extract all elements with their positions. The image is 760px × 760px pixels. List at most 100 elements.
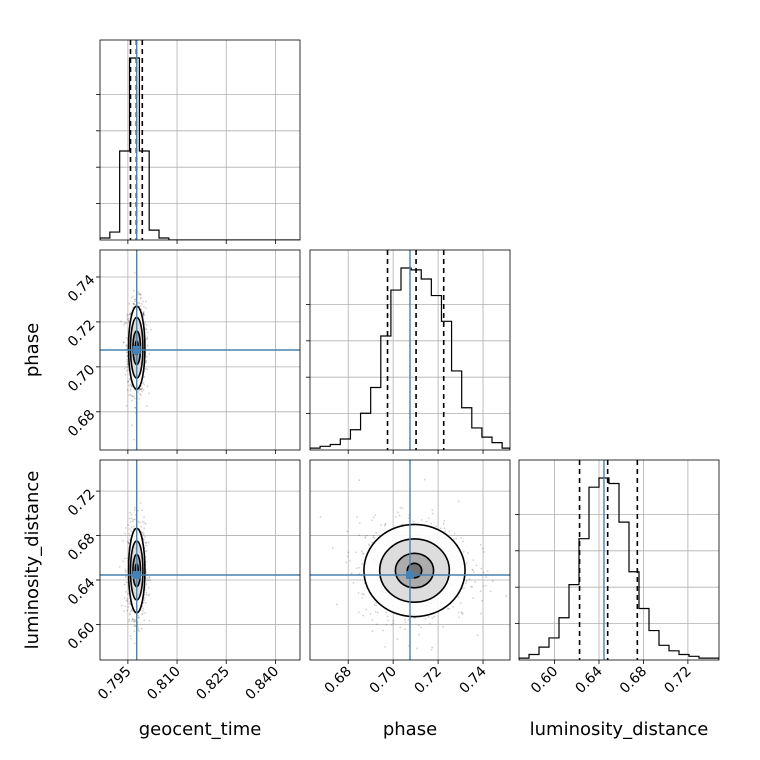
sample-point xyxy=(148,353,151,355)
sample-point xyxy=(396,638,399,641)
sample-point xyxy=(123,583,126,586)
sample-point xyxy=(139,293,142,296)
sample-point xyxy=(431,509,434,511)
sample-point xyxy=(144,535,146,538)
sample-point xyxy=(142,314,145,317)
sample-point xyxy=(472,597,475,599)
sample-point xyxy=(448,607,451,610)
sample-point xyxy=(132,618,135,621)
panel-geocent_time-geocent_time xyxy=(96,39,301,244)
sample-point xyxy=(465,582,468,584)
x-tick-label: 0.64 xyxy=(572,663,605,696)
x-tick-label: 0.72 xyxy=(661,664,694,697)
sample-point xyxy=(134,625,137,628)
x-tick-label: 0.60 xyxy=(528,664,561,697)
sample-point xyxy=(127,381,130,383)
sample-point xyxy=(125,404,128,407)
sample-point xyxy=(130,530,133,533)
sample-point xyxy=(145,328,148,330)
sample-point xyxy=(124,532,126,535)
sample-point xyxy=(133,642,136,645)
sample-point xyxy=(412,520,415,523)
sample-point xyxy=(137,614,140,617)
sample-point xyxy=(125,351,128,354)
sample-point xyxy=(145,591,148,594)
sample-point xyxy=(143,314,145,316)
sample-point xyxy=(144,541,147,544)
sample-point xyxy=(331,547,334,549)
sample-point xyxy=(352,581,355,584)
sample-point xyxy=(476,634,479,637)
sample-point xyxy=(142,300,144,303)
sample-point xyxy=(355,516,358,518)
sample-point xyxy=(130,637,132,640)
sample-point xyxy=(133,438,136,441)
sample-point xyxy=(146,338,149,340)
sample-point xyxy=(133,508,136,511)
sample-point xyxy=(128,602,131,605)
x-tick-label: 0.810 xyxy=(144,664,184,704)
sample-point xyxy=(145,541,148,544)
sample-point xyxy=(459,602,462,604)
sample-point xyxy=(139,305,142,307)
sample-point xyxy=(139,388,141,391)
sample-point xyxy=(150,328,152,331)
sample-point xyxy=(413,617,416,619)
sample-point xyxy=(146,368,148,371)
sample-point xyxy=(144,300,147,303)
sample-point xyxy=(140,613,143,616)
x-tick-label: 0.825 xyxy=(193,664,233,704)
sample-point xyxy=(452,538,455,541)
sample-point xyxy=(126,600,129,603)
sample-point xyxy=(128,302,131,305)
sample-point xyxy=(147,579,150,582)
sample-point xyxy=(375,531,378,534)
sample-point xyxy=(470,585,473,588)
sample-point xyxy=(480,612,482,615)
density-geocent_time-phase xyxy=(120,271,152,441)
x-tick-label: 0.72 xyxy=(412,664,445,697)
sample-point xyxy=(134,407,136,409)
sample-point xyxy=(384,523,387,526)
sample-point xyxy=(140,303,143,305)
sample-point xyxy=(142,382,145,384)
sample-point xyxy=(140,296,142,299)
sample-point xyxy=(148,586,150,589)
sample-point xyxy=(131,395,134,397)
sample-point xyxy=(467,552,469,554)
sample-point xyxy=(482,547,484,550)
panel-geocent_time-phase: 0.68 0.70 0.72 0.74 xyxy=(65,249,301,454)
sample-point xyxy=(461,612,464,615)
sample-point xyxy=(407,619,410,622)
sample-point xyxy=(142,531,145,534)
x-tick-label: 0.70 xyxy=(367,664,400,697)
sample-point xyxy=(124,557,126,560)
sample-point xyxy=(483,551,485,553)
sample-point xyxy=(142,601,145,604)
sample-point xyxy=(146,577,149,580)
sample-point xyxy=(380,524,382,526)
density-phase-luminosity_distance xyxy=(319,478,508,651)
sample-point xyxy=(129,612,131,615)
sample-point xyxy=(355,567,358,570)
sample-point xyxy=(463,587,465,590)
sample-point xyxy=(137,509,139,512)
sample-point xyxy=(134,406,137,409)
sample-point xyxy=(362,614,365,617)
sample-point xyxy=(145,328,148,331)
sample-point xyxy=(125,369,128,372)
sample-point xyxy=(126,389,129,391)
sample-point xyxy=(142,533,145,536)
sample-point xyxy=(144,601,147,604)
sample-point xyxy=(364,536,367,538)
sample-point xyxy=(431,646,434,649)
sample-point xyxy=(125,570,128,572)
sample-point xyxy=(124,590,127,593)
sample-point xyxy=(485,584,487,587)
sample-point xyxy=(145,307,147,309)
sample-point xyxy=(364,537,367,539)
x-axis-label-phase: phase xyxy=(383,719,437,740)
sample-point xyxy=(145,359,148,362)
truth-marker xyxy=(406,571,414,579)
sample-point xyxy=(390,623,393,626)
